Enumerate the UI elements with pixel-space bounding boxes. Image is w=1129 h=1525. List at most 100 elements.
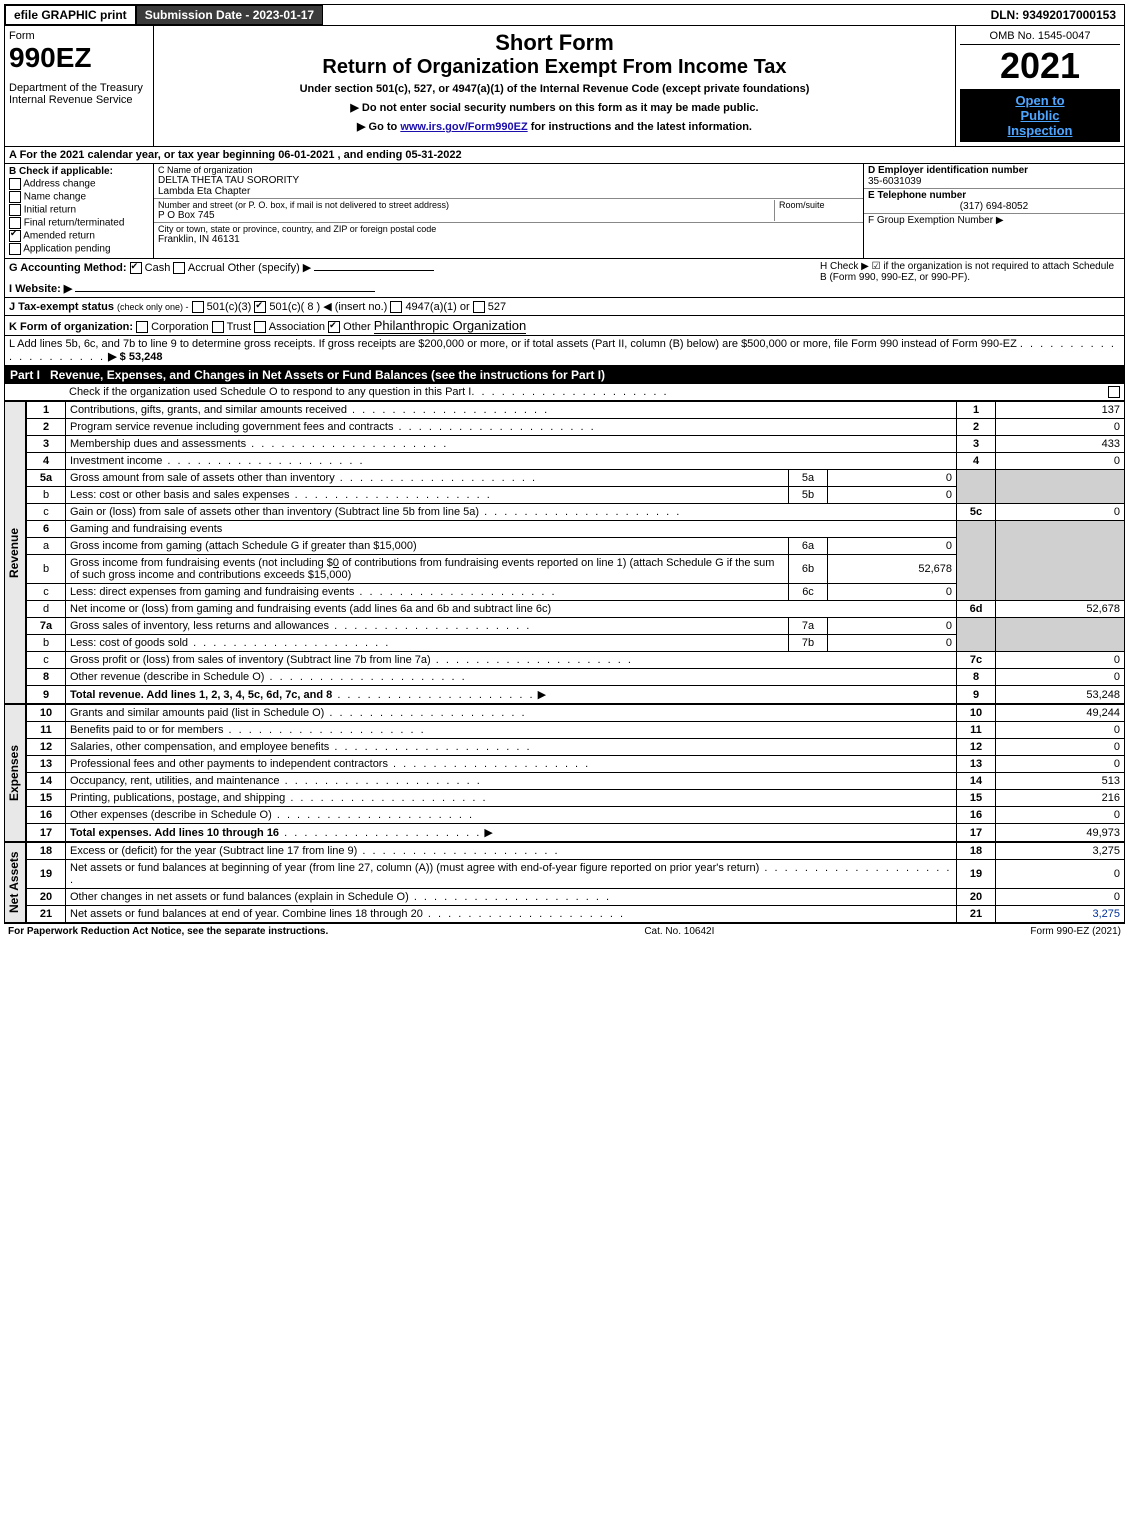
h-box: H Check ▶ ☑ if the organization is not r…: [820, 261, 1120, 295]
l21-val: 3,275: [996, 906, 1125, 923]
l9-desc: Total revenue. Add lines 1, 2, 3, 4, 5c,…: [70, 689, 332, 701]
l2-desc: Program service revenue including govern…: [70, 421, 393, 433]
line-6: 6Gaming and fundraising events: [27, 521, 1125, 538]
cb-address-change[interactable]: [9, 178, 21, 190]
lbl-application-pending: Application pending: [23, 244, 110, 255]
l8-val: 0: [996, 669, 1125, 686]
l6a-sub: 6a: [789, 538, 828, 555]
cb-501c[interactable]: [254, 301, 266, 313]
org-city: Franklin, IN 46131: [158, 234, 859, 245]
cb-name-change[interactable]: [9, 191, 21, 203]
part-1-check-text: Check if the organization used Schedule …: [69, 386, 471, 398]
l6d-label: 6d: [957, 601, 996, 618]
lbl-trust: Trust: [227, 321, 252, 333]
l9-label: 9: [957, 686, 996, 704]
l5c-desc: Gain or (loss) from sale of assets other…: [70, 506, 479, 518]
inspection-link[interactable]: Inspection: [1007, 123, 1072, 138]
section-b-to-f: B Check if applicable: Address change Na…: [4, 164, 1125, 259]
input-other-method[interactable]: [314, 270, 434, 271]
lbl-4947: 4947(a)(1) or: [405, 301, 469, 313]
cb-corp[interactable]: [136, 321, 148, 333]
l11-label: 11: [957, 722, 996, 739]
row-a-text: A For the 2021 calendar year, or tax yea…: [9, 149, 462, 161]
l5a-subval: 0: [828, 470, 957, 487]
l7b-desc: Less: cost of goods sold: [70, 637, 188, 649]
l10-val: 49,244: [996, 705, 1125, 722]
l13-desc: Professional fees and other payments to …: [70, 758, 388, 770]
line-19: 19Net assets or fund balances at beginni…: [27, 860, 1125, 889]
h-text: H Check ▶ ☑ if the organization is not r…: [820, 261, 1114, 283]
l5b-desc: Less: cost or other basis and sales expe…: [70, 489, 290, 501]
lbl-accrual: Accrual: [188, 262, 225, 274]
lbl-527: 527: [488, 301, 506, 313]
l14-desc: Occupancy, rent, utilities, and maintena…: [70, 775, 280, 787]
note-goto-pre: ▶ Go to: [357, 121, 400, 133]
l10-label: 10: [957, 705, 996, 722]
lbl-other-org: Other: [343, 321, 371, 333]
l8-desc: Other revenue (describe in Schedule O): [70, 671, 264, 683]
efile-print-button[interactable]: efile GRAPHIC print: [5, 5, 136, 25]
cb-schedule-o-part1[interactable]: [1108, 386, 1120, 398]
lbl-amended-return: Amended return: [23, 231, 95, 242]
l6b-desc-pre: Gross income from fundraising events (no…: [70, 557, 333, 569]
l-text: L Add lines 5b, 6c, and 7b to line 9 to …: [9, 338, 1017, 350]
i-label: I Website: ▶: [9, 283, 72, 295]
e-phone: (317) 694-8052: [868, 201, 1120, 212]
cb-4947[interactable]: [390, 301, 402, 313]
line-12: 12Salaries, other compensation, and empl…: [27, 739, 1125, 756]
open-public-box: Open to Public Inspection: [960, 89, 1120, 142]
l7c-val: 0: [996, 652, 1125, 669]
cb-accrual[interactable]: [173, 262, 185, 274]
line-6d: dNet income or (loss) from gaming and fu…: [27, 601, 1125, 618]
l6-desc: Gaming and fundraising events: [66, 521, 957, 538]
net-assets-table: 18 Excess or (deficit) for the year (Subt…: [26, 842, 1125, 923]
l6c-subval: 0: [828, 584, 957, 601]
cb-initial-return[interactable]: [9, 204, 21, 216]
l1-label: 1: [957, 402, 996, 419]
l5c-label: 5c: [957, 504, 996, 521]
l7b-subval: 0: [828, 635, 957, 652]
cb-assoc[interactable]: [254, 321, 266, 333]
line-16: 16Other expenses (describe in Schedule O…: [27, 807, 1125, 824]
submission-date-button[interactable]: Submission Date - 2023-01-17: [136, 5, 323, 25]
cb-cash[interactable]: [130, 262, 142, 274]
open-to-link[interactable]: Open to: [1015, 93, 1064, 108]
k-label: K Form of organization:: [9, 321, 133, 333]
line-4: 4Investment income40: [27, 453, 1125, 470]
org-name-2: Lambda Eta Chapter: [158, 186, 859, 197]
line-8: 8Other revenue (describe in Schedule O)8…: [27, 669, 1125, 686]
l18-label: 18: [957, 843, 996, 860]
org-street: P O Box 745: [158, 210, 774, 221]
cb-501c3[interactable]: [192, 301, 204, 313]
cb-application-pending[interactable]: [9, 243, 21, 255]
cb-amended-return[interactable]: [9, 230, 21, 242]
line-9: 9 Total revenue. Add lines 1, 2, 3, 4, 5c…: [27, 686, 1125, 704]
line-2: 2Program service revenue including gover…: [27, 419, 1125, 436]
lbl-other-method: Other (specify) ▶: [228, 262, 312, 274]
l18-val: 3,275: [996, 843, 1125, 860]
dept-label: Department of the Treasury Internal Reve…: [9, 82, 149, 106]
part-1-header: Part I Revenue, Expenses, and Changes in…: [4, 366, 1125, 384]
c-street-label: Number and street (or P. O. box, if mail…: [158, 200, 774, 210]
irs-link[interactable]: www.irs.gov/Form990EZ: [400, 121, 527, 133]
l6c-desc: Less: direct expenses from gaming and fu…: [70, 586, 354, 598]
l3-desc: Membership dues and assessments: [70, 438, 246, 450]
l6a-subval: 0: [828, 538, 957, 555]
cb-527[interactable]: [473, 301, 485, 313]
l7c-desc: Gross profit or (loss) from sales of inv…: [70, 654, 431, 666]
note-link-row: ▶ Go to www.irs.gov/Form990EZ for instru…: [158, 120, 951, 133]
form-number: 990EZ: [9, 42, 149, 74]
b-header: B Check if applicable:: [9, 166, 113, 177]
l19-desc: Net assets or fund balances at beginning…: [70, 862, 759, 874]
input-website[interactable]: [75, 291, 375, 292]
cb-trust[interactable]: [212, 321, 224, 333]
lbl-cash: Cash: [145, 262, 171, 274]
cb-other-org[interactable]: [328, 321, 340, 333]
column-c: C Name of organization DELTA THETA TAU S…: [154, 164, 864, 258]
revenue-table: 1Contributions, gifts, grants, and simil…: [26, 401, 1125, 704]
line-7c: cGross profit or (loss) from sales of in…: [27, 652, 1125, 669]
public-link[interactable]: Public: [1020, 108, 1059, 123]
l13-val: 0: [996, 756, 1125, 773]
l18-desc: Excess or (deficit) for the year (Subtra…: [70, 845, 357, 857]
g-label: G Accounting Method:: [9, 262, 127, 274]
